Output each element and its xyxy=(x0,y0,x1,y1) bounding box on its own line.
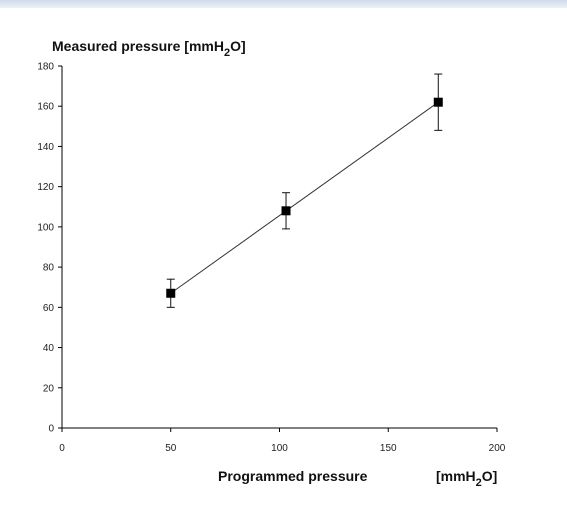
y-tick-label: 180 xyxy=(37,62,54,73)
data-point xyxy=(281,206,291,216)
y-axis-title-subscript: 2 xyxy=(224,47,230,59)
data-point xyxy=(433,97,443,107)
trend-line xyxy=(170,101,439,294)
y-tick-label: 140 xyxy=(37,142,54,153)
y-tick-label: 20 xyxy=(43,383,55,394)
x-axis-title-end: O] xyxy=(482,468,498,484)
y-axis-title-end: O] xyxy=(230,38,246,54)
ticks-layer: 0 20 40 60 80 100 120 140 160 180 0 50 100 150 200 xyxy=(37,62,505,455)
y-tick-label: 40 xyxy=(43,343,55,354)
x-tick-label: 100 xyxy=(271,443,288,454)
y-axis-title-main: Measured pressure [mmH xyxy=(52,38,224,54)
y-tick-label: 80 xyxy=(43,263,55,274)
x-tick-label: 0 xyxy=(59,443,65,454)
y-axis-title: Measured pressure [mmH2O] xyxy=(52,38,246,59)
x-axis-title-unit: [mmH xyxy=(436,468,476,484)
y-tick-label: 120 xyxy=(37,182,54,193)
x-tick-label: 50 xyxy=(165,443,177,454)
y-tick-label: 100 xyxy=(37,222,54,233)
x-tick-label: 150 xyxy=(380,443,397,454)
x-axis-title: Programmed pressure [mmH2O] xyxy=(218,468,497,489)
y-tick-label: 0 xyxy=(48,424,54,435)
y-tick-label: 60 xyxy=(43,303,55,314)
x-axis-title-subscript: 2 xyxy=(476,477,482,489)
marks-layer xyxy=(166,73,443,308)
y-tick-label: 160 xyxy=(37,102,54,113)
top-band xyxy=(0,0,567,8)
x-tick-label: 200 xyxy=(489,443,506,454)
x-axis-title-main: Programmed pressure xyxy=(218,468,368,484)
data-point xyxy=(166,288,176,298)
